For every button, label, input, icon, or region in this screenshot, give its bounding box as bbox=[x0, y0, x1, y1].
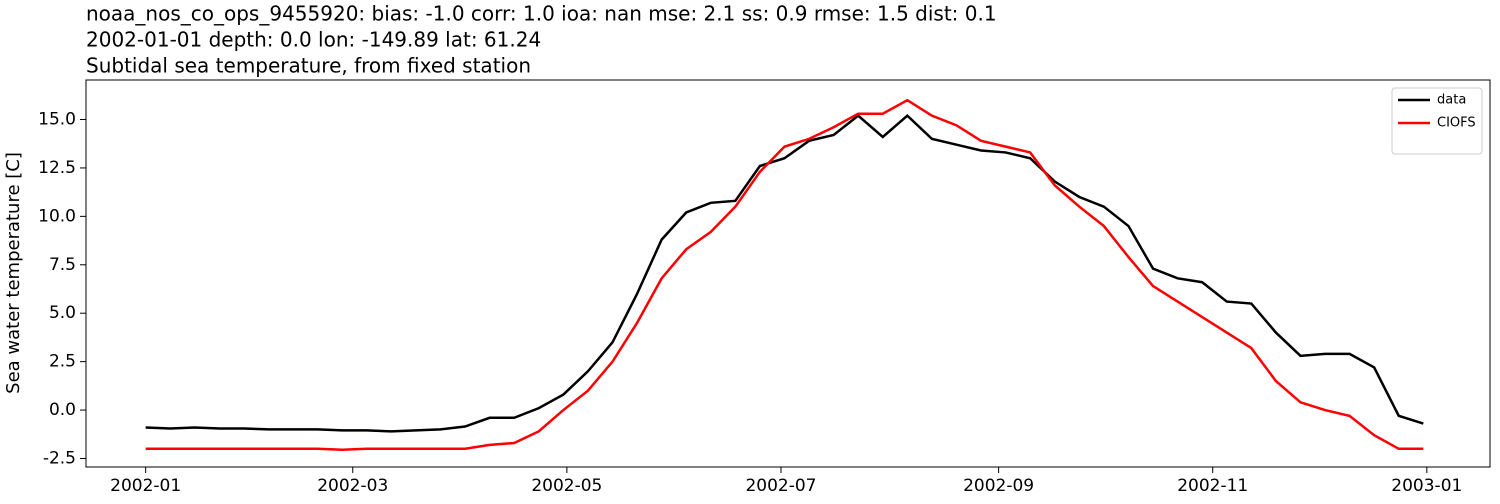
plot-frame bbox=[85, 79, 1491, 468]
data-line bbox=[145, 98, 1424, 452]
chart-title: Subtidal sea temperature, from fixed sta… bbox=[86, 54, 531, 78]
legend-label: data bbox=[1437, 93, 1466, 108]
legend-box bbox=[1391, 87, 1483, 155]
y-tick-label: 2.5 bbox=[49, 352, 76, 372]
legend-label: CIOFS bbox=[1437, 116, 1476, 131]
y-tick-label: 12.5 bbox=[38, 158, 76, 178]
y-tick-label: 0.0 bbox=[49, 400, 76, 420]
chart-title: noaa_nos_co_ops_9455920: bias: -1.0 corr… bbox=[86, 2, 997, 26]
y-tick-label: 15.0 bbox=[38, 110, 76, 130]
y-tick-label: 7.5 bbox=[49, 255, 76, 275]
y-tick-label: 5.0 bbox=[49, 303, 76, 323]
data-line bbox=[145, 113, 1424, 433]
y-tick-label: 10.0 bbox=[38, 206, 76, 226]
x-tick-label: 2002-01 bbox=[110, 476, 181, 496]
x-tick-label: 2002-03 bbox=[317, 476, 388, 496]
y-axis-label: Sea water temperature [C] bbox=[3, 152, 24, 394]
x-tick-label: 2002-07 bbox=[745, 476, 816, 496]
chart-title: 2002-01-01 depth: 0.0 lon: -149.89 lat: … bbox=[86, 28, 541, 52]
x-tick-label: 2003-01 bbox=[1391, 476, 1462, 496]
x-tick-label: 2002-05 bbox=[531, 476, 602, 496]
y-tick-label: -2.5 bbox=[43, 448, 76, 468]
x-tick-label: 2002-09 bbox=[963, 476, 1034, 496]
x-tick-label: 2002-11 bbox=[1177, 476, 1248, 496]
legend: data CIOFS bbox=[1391, 87, 1483, 155]
